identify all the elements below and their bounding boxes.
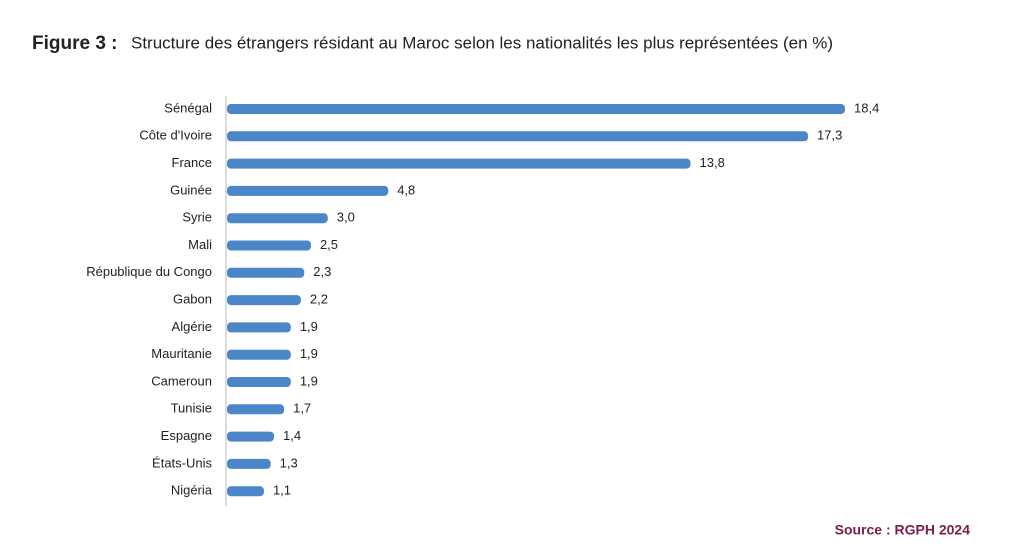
category-label: Mauritanie xyxy=(151,346,212,361)
source: Source : RGPH 2024 xyxy=(835,522,971,538)
value-label: 3,0 xyxy=(337,210,355,225)
value-label: 17,3 xyxy=(817,128,842,143)
bar xyxy=(227,431,275,442)
value-label: 1,9 xyxy=(300,373,318,388)
bar xyxy=(227,267,305,278)
bar xyxy=(227,458,271,469)
category-label: Gabon xyxy=(173,292,212,307)
value-label: 18,4 xyxy=(854,100,879,115)
bar xyxy=(227,131,809,142)
value-label: 1,1 xyxy=(273,483,291,498)
category-label: République du Congo xyxy=(86,264,212,279)
value-label: 1,4 xyxy=(283,428,301,443)
category-label: Sénégal xyxy=(164,100,212,115)
value-label: 1,9 xyxy=(300,319,318,334)
bar xyxy=(227,404,285,415)
category-label: Tunisie xyxy=(171,401,212,416)
value-label: 2,3 xyxy=(313,264,331,279)
category-label: États-Unis xyxy=(152,455,212,470)
bar xyxy=(227,322,291,333)
value-label: 1,9 xyxy=(300,346,318,361)
value-label: 13,8 xyxy=(700,155,725,170)
figure-label: Figure 3 : xyxy=(32,33,118,54)
category-label: Syrie xyxy=(182,210,212,225)
value-label: 1,3 xyxy=(280,455,298,470)
category-label: France xyxy=(172,155,212,170)
category-label: Espagne xyxy=(161,428,212,443)
category-label: Mali xyxy=(188,237,212,252)
value-label: 2,2 xyxy=(310,292,328,307)
value-label: 1,7 xyxy=(293,401,311,416)
bar xyxy=(227,240,311,251)
value-label: 4,8 xyxy=(397,182,415,197)
category-label: Algérie xyxy=(172,319,212,334)
bar xyxy=(227,104,845,114)
category-label: Côte d'Ivoire xyxy=(139,128,212,143)
value-label: 2,5 xyxy=(320,237,338,252)
bar xyxy=(227,349,291,360)
bar xyxy=(227,213,328,224)
bar xyxy=(227,377,291,387)
bar xyxy=(227,158,691,169)
category-label: Cameroun xyxy=(151,373,212,388)
bar xyxy=(227,295,301,306)
chart-title: Structure des étrangers résidant au Maro… xyxy=(131,33,833,52)
category-label: Nigéria xyxy=(171,483,213,498)
category-label: Guinée xyxy=(170,182,212,197)
bar xyxy=(227,486,264,497)
bar xyxy=(227,185,389,196)
